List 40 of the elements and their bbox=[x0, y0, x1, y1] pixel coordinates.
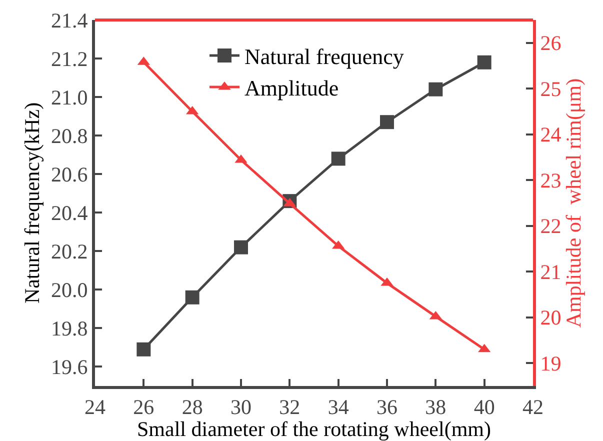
point bbox=[380, 115, 394, 130]
y2-tick-label: 19 bbox=[540, 351, 562, 376]
y-tick-label: 19.8 bbox=[51, 316, 88, 341]
y2-tick-label: 25 bbox=[540, 76, 562, 101]
x-tick-label: 36 bbox=[376, 395, 398, 420]
x-tick-label: 24 bbox=[84, 395, 106, 420]
point bbox=[477, 55, 492, 70]
point bbox=[331, 152, 346, 166]
point bbox=[185, 290, 200, 304]
y-tick-label: 21.0 bbox=[51, 85, 88, 110]
y-tick-label: 20.6 bbox=[51, 162, 88, 186]
y2-tick-label: 20 bbox=[540, 306, 562, 330]
y-tick-label: 20.0 bbox=[51, 278, 88, 302]
y2-tick-label: 21 bbox=[540, 260, 562, 284]
x-tick-label: 42 bbox=[522, 395, 544, 420]
y2-tick-label: 22 bbox=[540, 214, 562, 238]
point bbox=[234, 240, 248, 254]
point bbox=[428, 82, 443, 96]
x-tick-label: 34 bbox=[328, 395, 350, 420]
point bbox=[136, 342, 151, 356]
y2-tick-label: 26 bbox=[540, 31, 562, 56]
y-tick-label: 20.8 bbox=[51, 124, 88, 148]
y2-axis-title: Amplitude of wheel rim(μm) bbox=[562, 78, 586, 328]
x-tick-label: 32 bbox=[279, 395, 300, 420]
y-tick-label: 19.6 bbox=[51, 355, 88, 380]
legend-label: Natural frequency bbox=[244, 44, 404, 70]
x-tick-label: 30 bbox=[230, 395, 252, 420]
y-tick-label: 21.2 bbox=[51, 46, 88, 71]
y-tick-label: 21.4 bbox=[51, 8, 88, 32]
y-tick-label: 20.4 bbox=[51, 200, 88, 225]
y-tick-label: 20.2 bbox=[51, 240, 88, 264]
legend-label: Amplitude bbox=[244, 76, 339, 101]
y-axis-title: Natural frequency(kHz) bbox=[20, 102, 44, 304]
y2-tick-label: 24 bbox=[540, 122, 562, 147]
x-tick-label: 28 bbox=[182, 395, 203, 420]
x-tick-label: 38 bbox=[425, 395, 446, 420]
x-tick-label: 40 bbox=[474, 395, 495, 420]
x-tick-label: 26 bbox=[133, 395, 154, 420]
y2-tick-label: 23 bbox=[540, 168, 562, 192]
x-axis-title: Small diameter of the rotating wheel(mm) bbox=[137, 417, 491, 441]
